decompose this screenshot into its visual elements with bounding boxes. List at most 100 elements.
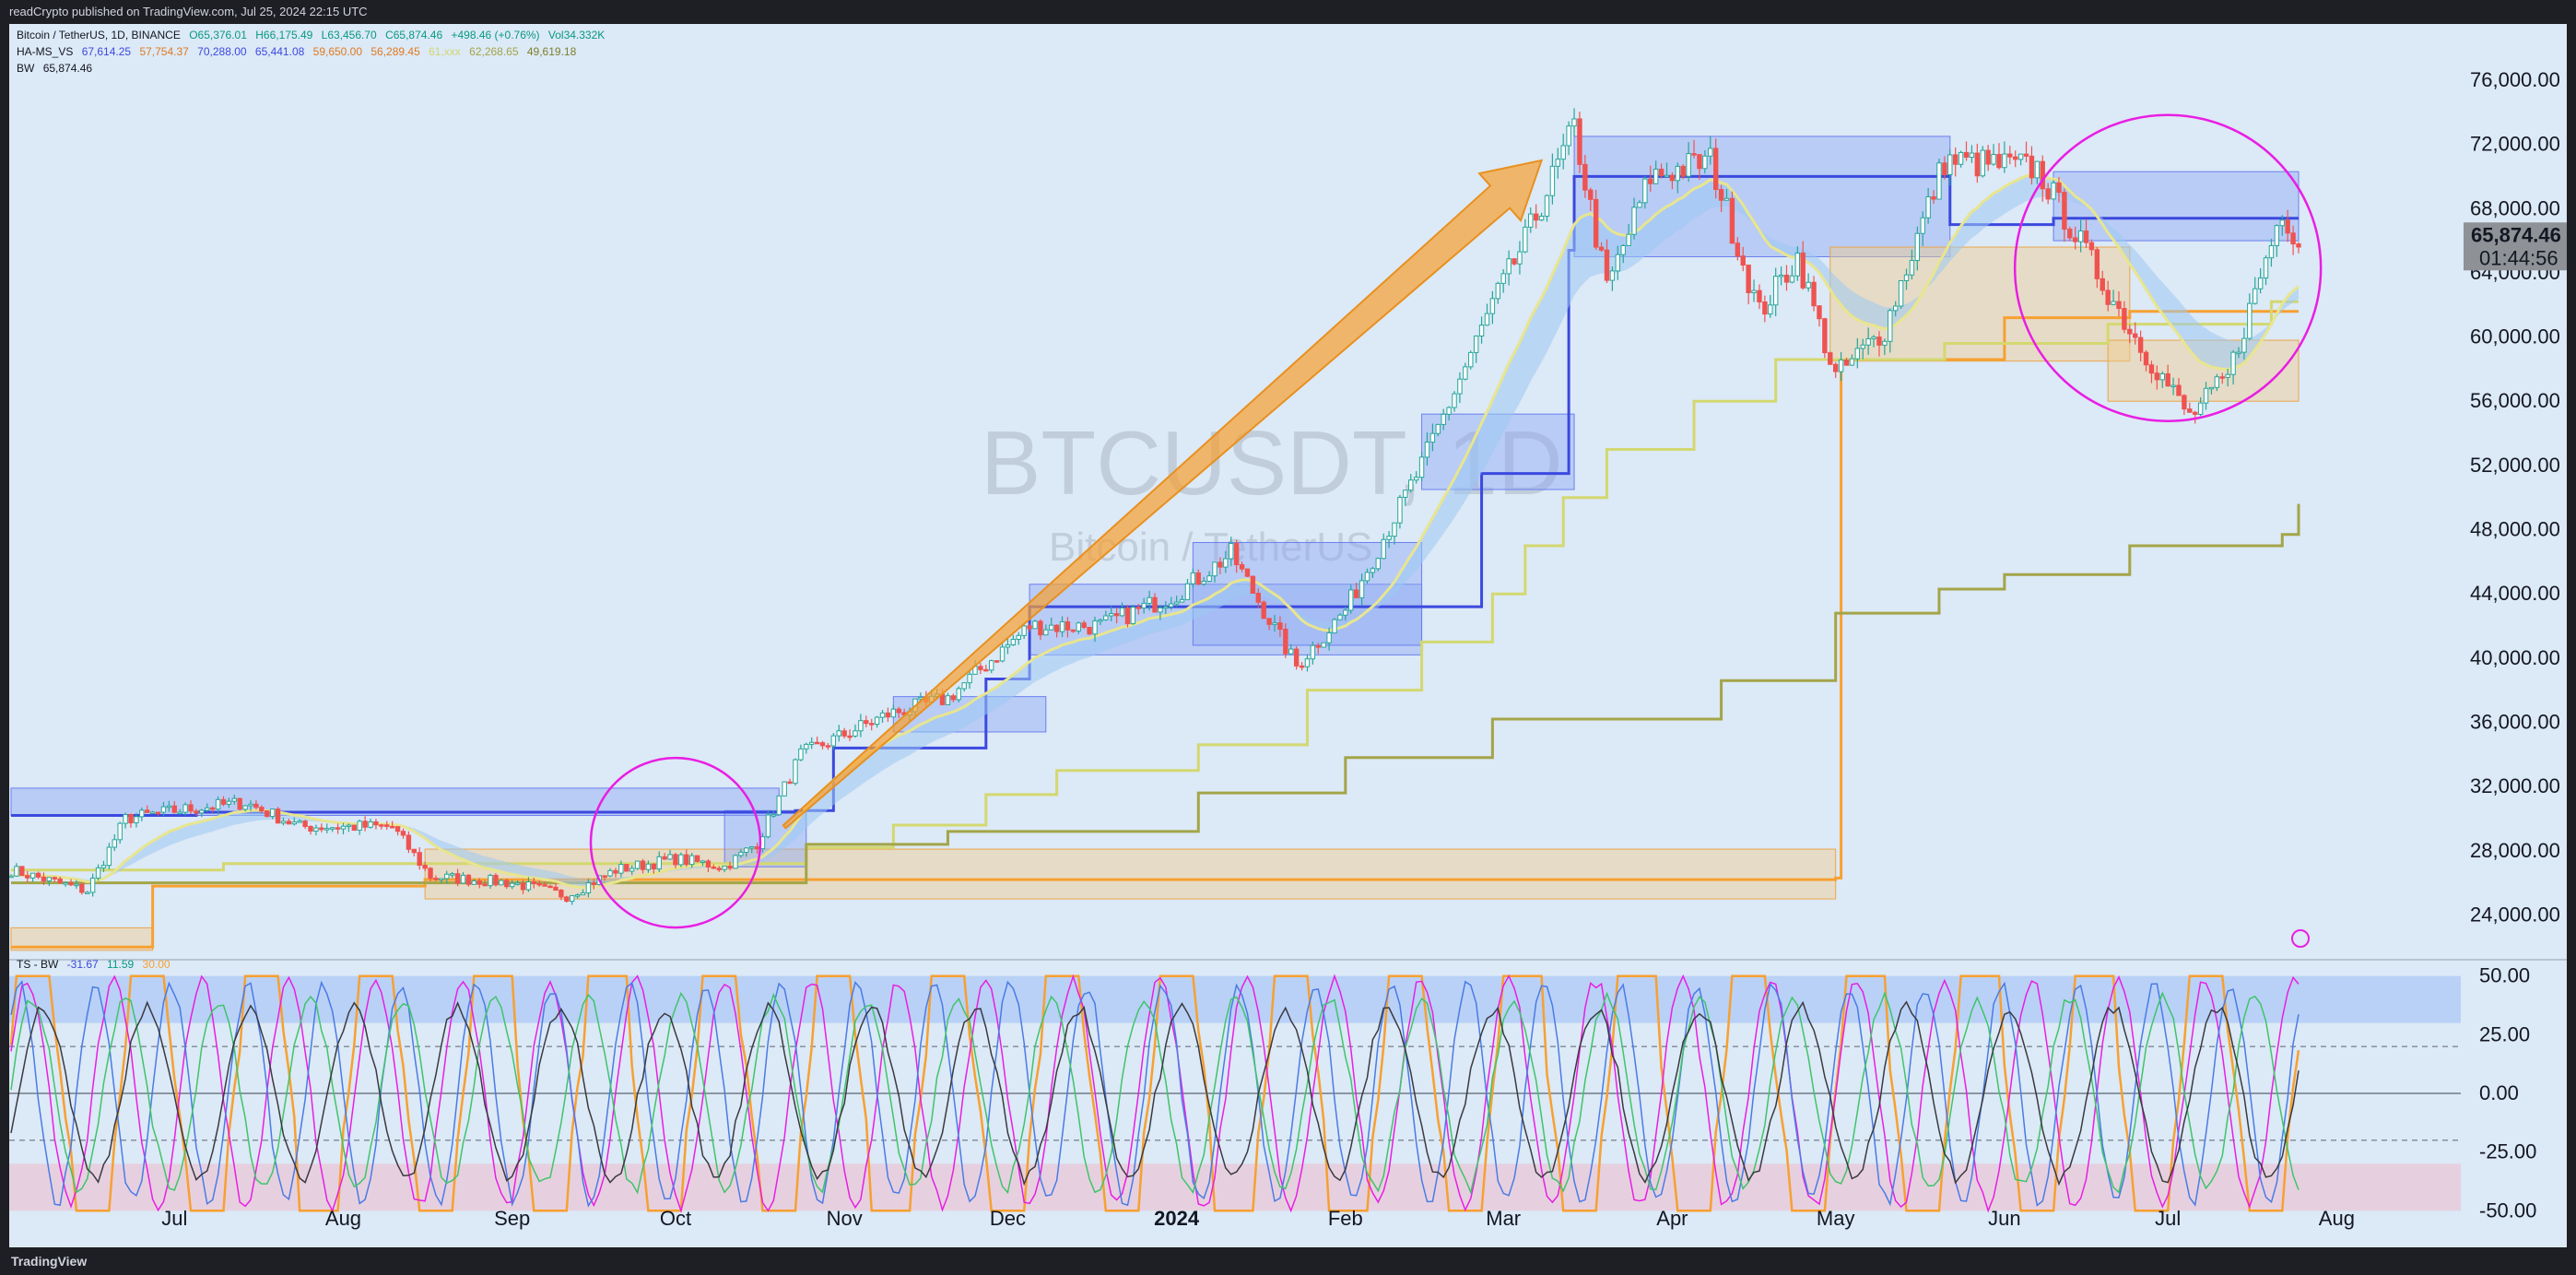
candle-body [624,864,629,872]
candle-body [1947,154,1953,176]
candle-body [1413,477,1419,481]
candle-body [85,891,90,894]
candle-body [853,730,858,737]
candle-body [2002,153,2007,169]
candle-body [1708,148,1713,157]
candle-body [465,874,472,885]
oscillator-layer [9,974,2461,1213]
candle-body [368,820,373,828]
x-tick-label: Apr [1656,1207,1688,1230]
candle-body [1343,609,1348,616]
osc-orange-line [9,974,2300,1212]
candle-body [2176,384,2182,396]
candle-body [63,882,68,885]
legend-ts-v2: 11.59 [107,958,135,971]
candle-body [1838,359,1844,372]
candle-body [14,866,19,877]
candle-body [2247,302,2253,339]
candle-body [2007,153,2013,158]
candle-body [1272,622,1277,625]
candle-body [727,865,733,869]
candle-body [1675,165,1681,182]
osc-y-tick-label: 50.00 [2479,964,2530,987]
candle-body [335,827,341,830]
candle-body [1315,644,1321,648]
candle-body [2159,372,2165,381]
candle-body [2148,364,2155,374]
candle-body [825,745,831,748]
candle-body [525,881,532,891]
candle-body [956,688,961,701]
candle-body [804,743,809,750]
candle-body [389,825,395,829]
candle-body [1392,522,1397,537]
legend-ts-v1: -31.67 [66,958,99,971]
chart-canvas[interactable]: BTCUSDT, 1D Bitcoin / TetherUS 24,000.00… [9,24,2567,1247]
top-bar: readCrypto published on TradingView.com,… [0,0,2576,24]
candle-body [1723,197,1730,201]
candle-body [536,882,542,886]
candle-body [52,877,57,880]
candle-body [1588,189,1594,200]
tradingview-logo[interactable]: TradingView [11,1254,88,1269]
candle-body [269,809,276,818]
candle-body [1523,226,1528,253]
annotation-arrow [782,159,1544,830]
y-tick-label: 60,000.00 [2470,325,2560,348]
candle-body [2077,230,2084,242]
candle-body [248,803,253,807]
candle-body [1980,149,1985,177]
candle-body [1293,648,1300,667]
chart-frame[interactable]: BTCUSDT, 1D Bitcoin / TetherUS 24,000.00… [9,24,2567,1247]
x-tick-label: Oct [660,1207,691,1230]
candle-body [722,865,727,870]
candle-body [2257,277,2264,289]
candle-body [1418,456,1425,478]
candle-body [864,720,869,725]
candle-body [215,798,221,810]
osc-y-tick-label: 25.00 [2479,1022,2530,1045]
candle-body [1680,165,1686,177]
candle-body [634,860,641,869]
candle-body [1098,619,1103,622]
candle-body [885,712,891,718]
candle-body [1381,538,1386,560]
candle-body [384,824,390,827]
candle-body [291,821,297,825]
candle-body [1195,572,1201,585]
candle-body [673,854,678,866]
x-tick-label: Aug [2319,1207,2355,1230]
candle-body [531,881,537,884]
candle-body [2100,277,2105,291]
published-label: readCrypto published on TradingView.com,… [9,5,368,18]
candle-body [2219,376,2225,379]
candle-body [798,748,804,761]
annotation-circle-jul [2013,113,2323,422]
candle-body [1538,215,1545,221]
candle-body [1958,151,1964,165]
ema-ribbon [11,174,2299,888]
legend-open: O65,376.01 [189,29,247,41]
axes-layer: 24,000.00 28,000.00 32,000.00 36,000.00 40,0… [161,68,2567,1230]
candle-body [1843,359,1850,366]
candle-body [1163,606,1169,609]
ha-olive-step-line [11,503,2300,885]
candle-body [553,886,559,891]
candle-body [1288,648,1294,655]
candle-body [351,824,358,832]
legend-ha-name: HA-MS_VS [17,45,74,58]
candle-body [640,860,646,870]
y-tick-label: 56,000.00 [2470,389,2560,412]
candle-body [1217,561,1223,568]
candle-body [454,873,461,884]
price-tag-value: 65,874.46 [2471,223,2561,246]
legend-bw-value: 65,874.46 [42,62,93,75]
candle-body [471,880,477,885]
candle-body [1931,195,1936,200]
x-tick-label: Nov [827,1207,863,1230]
candle-body [2225,373,2230,378]
y-tick-label: 68,000.00 [2470,196,2560,219]
legend-ha-v5: 59,650.00 [312,45,363,58]
candle-body [1130,607,1136,624]
candle-body [890,708,897,718]
